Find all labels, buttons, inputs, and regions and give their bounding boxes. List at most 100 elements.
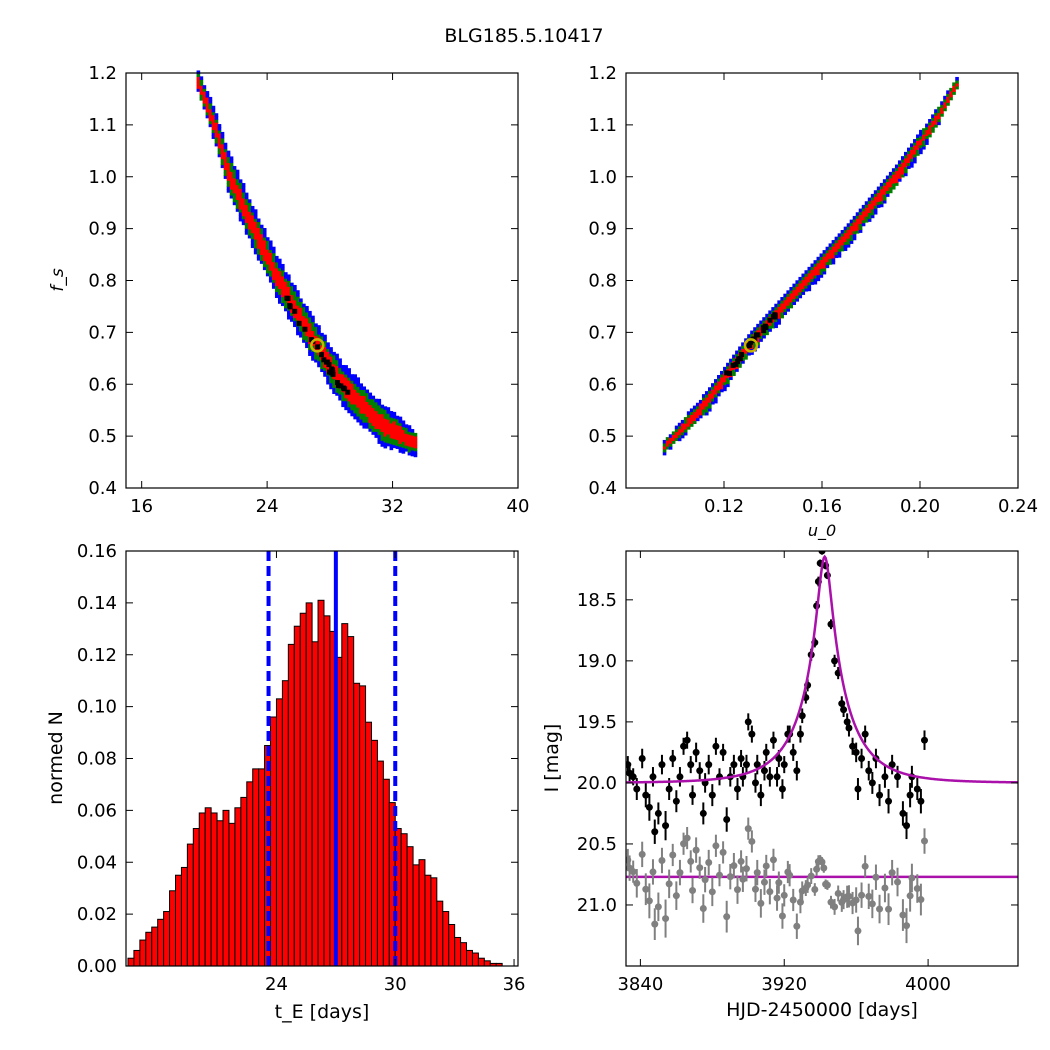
heat-cell xyxy=(674,434,679,439)
heat-cell xyxy=(235,184,240,189)
heat-cell xyxy=(268,267,273,271)
heat-cell xyxy=(720,382,724,387)
heat-cell xyxy=(308,316,312,321)
heat-cell xyxy=(238,182,243,186)
heat-cell xyxy=(220,137,225,142)
heat-cell xyxy=(287,312,291,317)
heat-cell xyxy=(347,371,351,375)
residual-point xyxy=(733,886,741,894)
heat-cell xyxy=(226,156,231,161)
heat-cell xyxy=(401,447,406,451)
x-tick-label: 0.24 xyxy=(998,496,1038,517)
heat-cell xyxy=(873,199,878,203)
heat-cell xyxy=(825,255,830,260)
heat-cell xyxy=(323,352,327,357)
histogram-bar xyxy=(347,636,355,967)
heat-cell xyxy=(855,218,860,222)
heat-cell xyxy=(365,416,370,420)
heat-cell xyxy=(268,249,273,253)
heat-cell xyxy=(368,398,373,403)
heat-cell xyxy=(383,432,388,437)
heat-cell xyxy=(786,293,790,297)
heat-cell xyxy=(925,126,929,131)
y-tick-label: 0.16 xyxy=(77,541,117,562)
y-tick-label: 0.12 xyxy=(77,645,117,666)
heat-cell xyxy=(199,85,204,89)
heat-cell xyxy=(701,397,706,401)
heat-cell xyxy=(377,434,382,438)
heat-cell xyxy=(925,129,929,134)
heat-cell xyxy=(825,252,830,257)
heat-cell xyxy=(707,396,712,400)
heat-cell xyxy=(710,383,715,387)
heat-cell xyxy=(885,178,890,183)
heat-cell xyxy=(937,121,941,126)
heat-cell xyxy=(196,70,201,75)
heat-cell xyxy=(922,134,926,138)
heat-cell xyxy=(241,185,246,190)
heat-cell xyxy=(873,193,878,197)
heat-cell xyxy=(882,191,887,195)
data-point xyxy=(665,785,673,793)
heat-cell xyxy=(389,419,394,424)
heat-cell xyxy=(801,291,806,295)
heat-cell xyxy=(834,248,839,253)
heat-cell xyxy=(350,397,354,402)
heat-cell xyxy=(395,442,400,447)
heat-cell xyxy=(305,314,309,319)
heat-cell xyxy=(287,289,291,293)
heat-cell xyxy=(229,162,234,166)
data-point xyxy=(876,791,884,799)
heat-cell xyxy=(807,281,812,286)
heat-cell xyxy=(401,429,406,433)
best-region-cell xyxy=(342,386,348,392)
heat-cell xyxy=(843,238,848,243)
heat-cell xyxy=(732,354,736,359)
histogram-bar xyxy=(240,796,248,967)
heat-cell xyxy=(280,266,285,271)
heat-cell xyxy=(383,430,388,434)
heat-cell xyxy=(741,357,745,361)
y-tick-label: 20.0 xyxy=(577,773,617,794)
heat-cell xyxy=(710,389,715,393)
data-point xyxy=(917,797,925,805)
data-point xyxy=(687,761,695,769)
heat-cell xyxy=(831,260,836,265)
heat-cell xyxy=(828,246,833,250)
heat-cell xyxy=(235,208,240,212)
heat-cell xyxy=(277,270,282,275)
heat-cell xyxy=(671,437,676,441)
residual-point xyxy=(861,862,869,870)
heat-cell xyxy=(931,120,935,124)
heat-cell xyxy=(885,181,890,186)
heat-cell xyxy=(220,152,225,157)
heat-cell xyxy=(296,302,300,306)
heat-cell xyxy=(783,302,787,307)
heat-cell xyxy=(359,401,364,405)
heat-cell xyxy=(386,430,391,435)
heat-cell xyxy=(326,351,330,355)
heat-cell xyxy=(235,187,240,192)
heat-cell xyxy=(777,312,781,316)
heat-cell xyxy=(683,423,688,427)
heat-cell xyxy=(247,217,252,221)
heat-cell xyxy=(831,251,836,256)
heat-cell xyxy=(665,443,670,447)
heat-cell xyxy=(311,333,315,338)
heat-cell xyxy=(226,168,231,172)
heat-cell xyxy=(825,264,830,269)
heat-cell xyxy=(202,100,207,104)
heat-cell xyxy=(368,407,373,411)
heat-cell xyxy=(704,394,709,398)
heat-cell xyxy=(356,418,360,423)
histogram-bar xyxy=(406,846,414,967)
heat-cell xyxy=(365,398,370,403)
heat-cell xyxy=(750,345,754,349)
heat-cell xyxy=(867,218,872,222)
heat-cell xyxy=(377,419,382,424)
heat-cell xyxy=(897,163,902,167)
heat-cell xyxy=(205,102,210,107)
heat-cell xyxy=(759,329,763,333)
heat-cell xyxy=(223,148,228,153)
heat-cell xyxy=(196,76,201,80)
